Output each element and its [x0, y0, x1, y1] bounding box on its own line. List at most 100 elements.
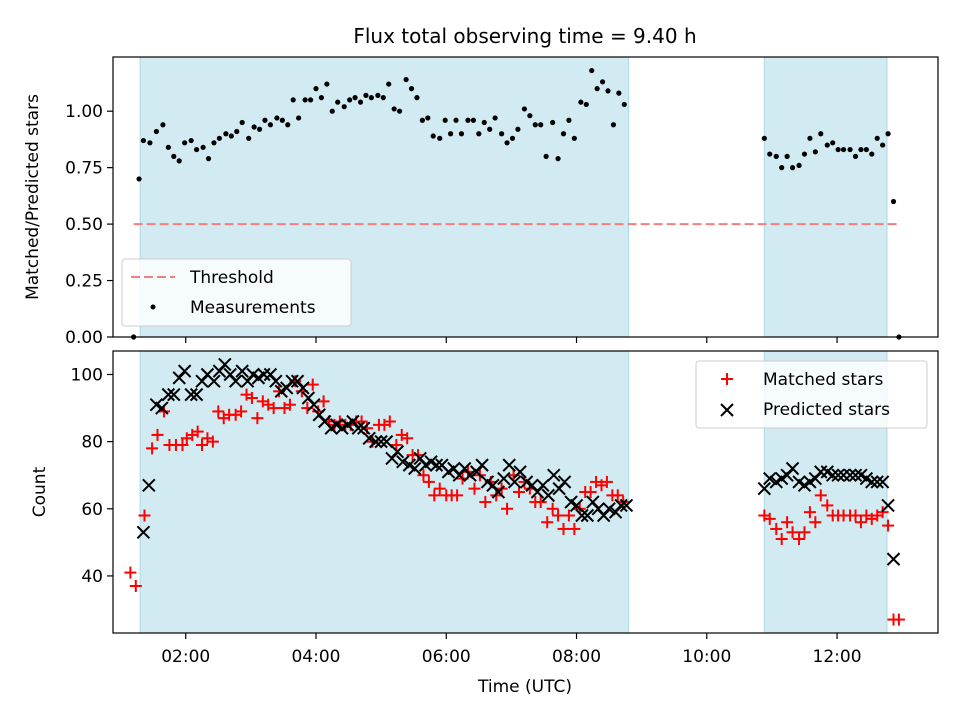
predicted-star-point [218, 357, 232, 372]
measurement-point [234, 128, 240, 135]
measurement-point [363, 92, 369, 98]
measurement-point [341, 104, 347, 110]
measurement-point [318, 95, 325, 101]
predicted-stars-points [136, 357, 901, 566]
measurement-point [578, 99, 584, 105]
measurement-point [425, 115, 431, 121]
predicted-star-point [507, 475, 522, 489]
shaded-interval [139, 350, 630, 634]
measurement-point [599, 79, 606, 85]
measurement-point [205, 156, 212, 162]
matched-star-point [786, 526, 799, 539]
matched-star-point [793, 533, 806, 545]
ratio-y-axis-label: Matched/Predicted stars [23, 94, 43, 300]
predicted-star-point [569, 498, 584, 513]
measurement-point [347, 97, 353, 103]
predicted-star-point [296, 381, 310, 395]
measurement-point [391, 106, 397, 112]
measurement-point [784, 153, 790, 159]
predicted-star-point [257, 367, 271, 382]
matched-star-point [451, 489, 464, 502]
predicted-star-point [184, 387, 198, 402]
predicted-star-point [757, 481, 772, 496]
measurement-point [251, 124, 257, 130]
predicted-star-point [351, 421, 366, 435]
matched-legend-label: Matched stars [763, 370, 883, 390]
measurement-point [571, 135, 577, 141]
predicted-star-point [155, 401, 169, 415]
predicted-star-point [580, 508, 595, 523]
matched-star-point [534, 496, 547, 509]
predicted-star-point [136, 525, 151, 539]
measurement-point [621, 101, 627, 108]
matched-star-point [770, 522, 783, 535]
predicted-star-point [557, 475, 572, 489]
measurement-point [583, 101, 589, 108]
measurement-point [594, 86, 600, 92]
measurement-point [352, 95, 358, 101]
matched-star-point [600, 475, 613, 488]
measurement-point [239, 119, 245, 126]
predicted-star-point [307, 398, 321, 412]
measurement-point [396, 108, 403, 114]
measurement-point [863, 146, 869, 153]
measurement-point [852, 153, 859, 159]
y-tick-label: 1.00 [65, 102, 103, 122]
predicted-star-point [161, 387, 176, 402]
measurement-point [262, 117, 268, 123]
measurement-point [890, 198, 897, 205]
measurement-point [290, 97, 296, 103]
measurement-point [313, 86, 319, 92]
matched-star-point [176, 439, 189, 451]
measurement-point [789, 165, 796, 171]
measurement-point [188, 137, 194, 144]
count-panel: 40 60 80 100 02:00 04:00 06:00 08:00 10:00 12:00… [30, 350, 939, 697]
matched-star-point [557, 522, 570, 535]
matched-star-point [512, 486, 525, 498]
matched-star-point [245, 392, 258, 404]
measurement-point [211, 140, 217, 146]
matched-star-point [383, 415, 396, 428]
measurement-point [521, 106, 528, 112]
measurement-point [380, 95, 386, 101]
measurement-point [492, 115, 498, 121]
measurement-point [509, 135, 516, 141]
measurement-point [818, 131, 824, 137]
predicted-star-point [269, 374, 283, 388]
matched-star-point [809, 516, 822, 529]
y-tick-label: 40 [81, 567, 103, 587]
predicted-star-point [881, 498, 895, 513]
measurement-point [880, 142, 886, 148]
measurement-point [560, 131, 567, 137]
measurement-point [171, 153, 177, 159]
measurement-point [801, 151, 808, 157]
matched-star-point [317, 395, 330, 408]
measurement-point [447, 131, 454, 137]
predicted-star-point [763, 471, 777, 486]
matched-star-point [422, 475, 435, 488]
measurement-point [324, 81, 330, 87]
predicted-star-point [207, 374, 221, 388]
measurement-point [274, 115, 280, 121]
measurement-point [357, 99, 364, 105]
measurement-point [807, 135, 813, 141]
matched-star-point [546, 502, 559, 515]
x-tick-label: 04:00 [291, 647, 340, 667]
measurement-point [160, 122, 166, 128]
predicted-star-point [865, 475, 879, 489]
matched-star-point [433, 482, 446, 495]
predicted-star-point [285, 374, 299, 388]
matched-star-point [401, 432, 414, 445]
matched-star-point [417, 469, 430, 482]
predicted-star-point [502, 458, 516, 472]
measurement-point [555, 156, 561, 162]
measurement-point [840, 146, 847, 153]
measurement-point [302, 97, 308, 103]
count-plot-frame [112, 350, 939, 634]
measurement-point [136, 176, 142, 182]
matched-star-point [814, 489, 827, 502]
predicted-star-point [785, 461, 800, 476]
measurement-point [296, 115, 302, 121]
measurement-point [481, 119, 487, 126]
count-y-axis-label: Count [30, 466, 50, 517]
